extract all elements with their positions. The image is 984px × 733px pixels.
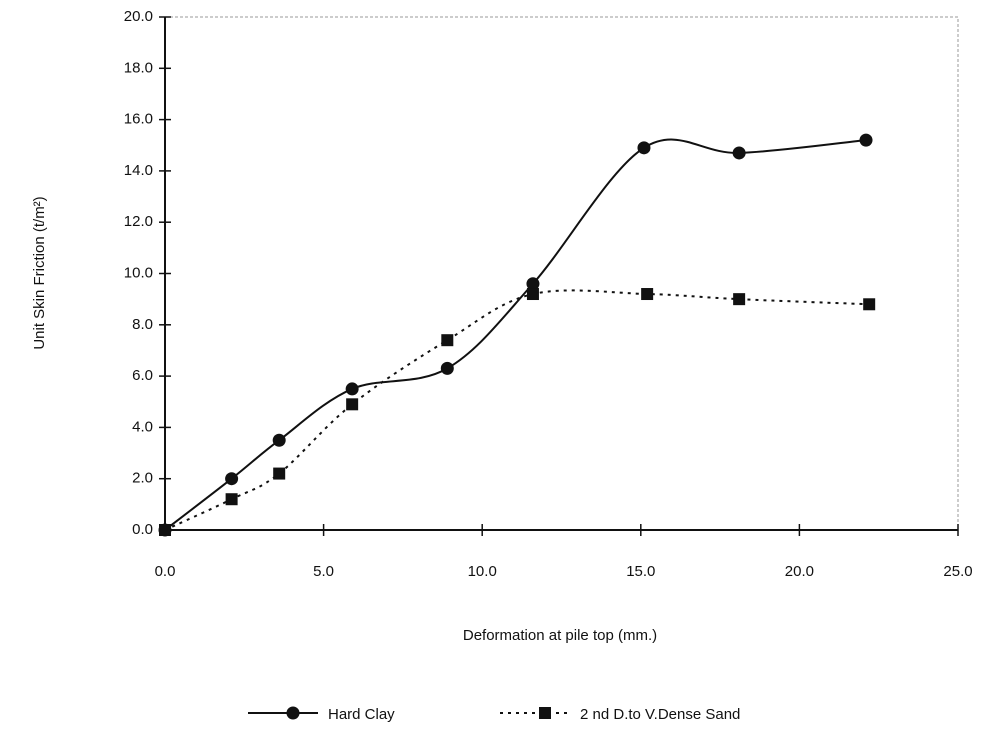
legend-marker xyxy=(286,706,300,720)
series-line xyxy=(164,138,867,531)
y-axis-title: Unit Skin Friction (t/m²) xyxy=(31,196,48,349)
x-tick-label: 0.0 xyxy=(155,563,176,580)
y-tick-label: 20.0 xyxy=(124,8,153,25)
marker xyxy=(637,141,651,155)
marker xyxy=(733,293,746,306)
marker xyxy=(273,467,286,480)
y-tick-label: 6.0 xyxy=(132,367,153,384)
legend-marker xyxy=(539,707,551,719)
plot-frame xyxy=(164,16,959,531)
marker xyxy=(225,493,238,506)
y-tick-label: 18.0 xyxy=(124,59,153,76)
marker xyxy=(863,298,876,311)
x-tick-label: 5.0 xyxy=(313,563,334,580)
marker xyxy=(440,361,454,375)
marker xyxy=(159,524,171,536)
marker xyxy=(526,288,539,301)
x-tick-label: 20.0 xyxy=(785,563,814,580)
y-tick-label: 0.0 xyxy=(132,521,153,538)
y-tick-label: 10.0 xyxy=(124,264,153,281)
x-tick-label: 25.0 xyxy=(943,563,972,580)
marker xyxy=(641,288,654,301)
marker xyxy=(526,277,540,291)
legend-label: 2 nd D.to V.Dense Sand xyxy=(580,706,740,723)
marker xyxy=(345,382,359,396)
marker xyxy=(346,398,359,411)
y-tick-label: 16.0 xyxy=(124,111,153,128)
marker xyxy=(859,133,873,147)
series-line xyxy=(164,289,870,531)
legend-label: Hard Clay xyxy=(328,706,395,723)
marker xyxy=(272,433,286,447)
marker xyxy=(441,334,454,347)
y-tick-label: 14.0 xyxy=(124,162,153,179)
x-tick-label: 10.0 xyxy=(468,563,497,580)
y-tick-label: 2.0 xyxy=(132,470,153,487)
marker xyxy=(225,472,239,486)
x-axis-title: Deformation at pile top (mm.) xyxy=(463,627,657,644)
y-tick-label: 12.0 xyxy=(124,213,153,230)
marker xyxy=(732,146,746,160)
y-tick-label: 8.0 xyxy=(132,316,153,333)
x-tick-label: 15.0 xyxy=(626,563,655,580)
y-tick-label: 4.0 xyxy=(132,418,153,435)
